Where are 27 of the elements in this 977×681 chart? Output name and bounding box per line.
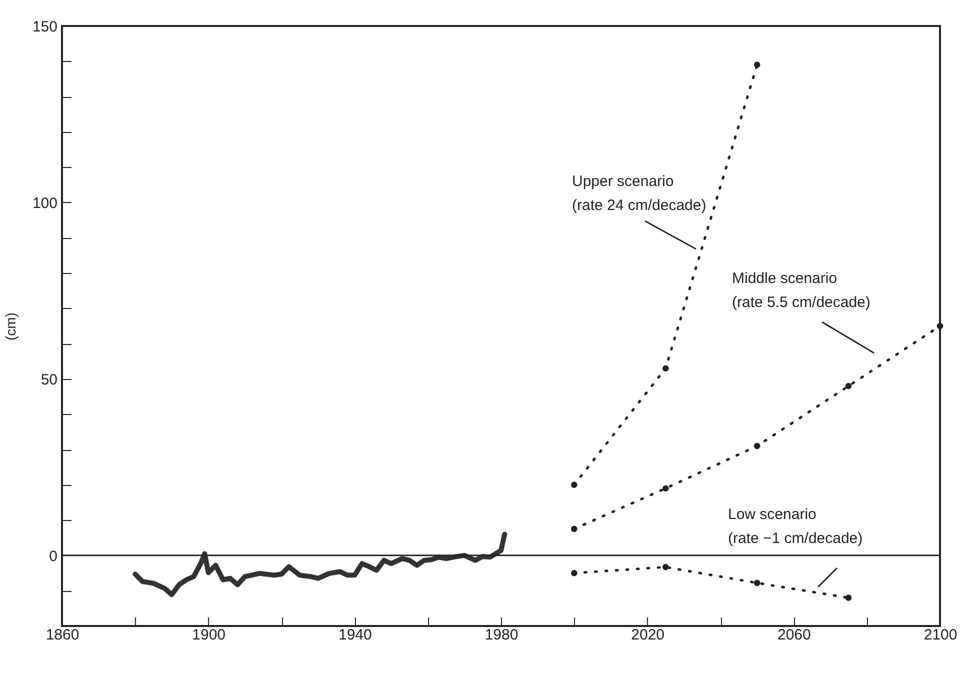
point <box>571 570 578 576</box>
y-tick-label: 100 <box>32 194 58 212</box>
annotation: Upper scenario (rate 24 cm/decade) <box>572 173 706 214</box>
x-tick-label: 1980 <box>484 626 518 644</box>
x-tick-label: 1900 <box>192 626 226 644</box>
y-tick-label: 150 <box>32 18 58 36</box>
point <box>754 442 760 450</box>
x-tick-label: 2060 <box>777 626 811 644</box>
point <box>754 580 760 586</box>
point <box>754 62 760 68</box>
x-tick-label: 1860 <box>46 626 80 644</box>
annotation: Middle scenario (rate 5.5 cm/decade) <box>732 270 870 311</box>
y-tick-label: 50 <box>40 371 58 388</box>
point <box>571 482 578 488</box>
y-axis-title: (cm) <box>2 312 18 340</box>
point <box>936 322 944 330</box>
point <box>571 526 578 532</box>
point <box>845 594 852 601</box>
point <box>662 485 669 492</box>
point <box>845 382 852 390</box>
x-tick-label: 2100 <box>924 626 958 644</box>
point <box>662 365 669 372</box>
point <box>662 564 669 570</box>
annotation: Low scenario (rate −1 cm/decade) <box>728 506 863 547</box>
y-tick-label: 0 <box>49 548 58 565</box>
x-tick-label: 2020 <box>631 626 665 644</box>
x-tick-label: 1940 <box>338 626 372 644</box>
